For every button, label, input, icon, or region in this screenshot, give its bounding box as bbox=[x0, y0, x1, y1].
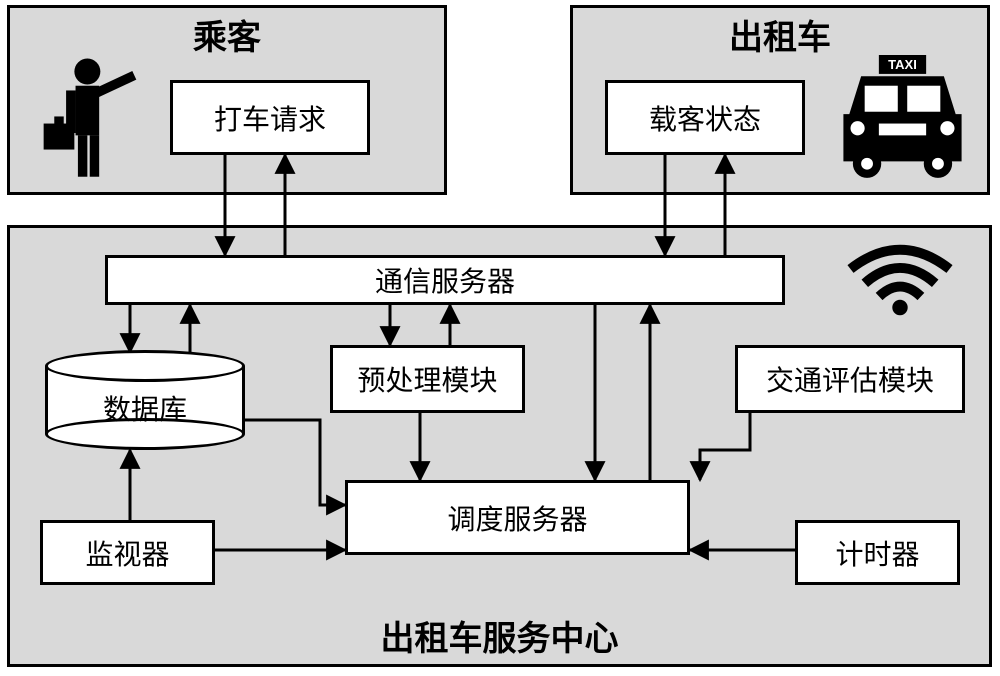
passenger-icon bbox=[25, 55, 145, 185]
wifi-icon bbox=[845, 240, 955, 320]
dispatch-node: 调度服务器 bbox=[345, 480, 690, 555]
comm-label: 通信服务器 bbox=[375, 260, 515, 300]
status-label: 载客状态 bbox=[649, 98, 761, 138]
timer-node: 计时器 bbox=[795, 520, 960, 585]
request-label: 打车请求 bbox=[214, 98, 326, 138]
status-node: 载客状态 bbox=[605, 80, 805, 155]
preproc-label: 预处理模块 bbox=[357, 359, 497, 399]
timer-label: 计时器 bbox=[835, 533, 919, 573]
database-node: 数据库 bbox=[45, 350, 245, 450]
center-title: 出租车服务中心 bbox=[10, 611, 989, 660]
traffic-label: 交通评估模块 bbox=[766, 359, 934, 399]
monitor-node: 监视器 bbox=[40, 520, 215, 585]
database-label: 数据库 bbox=[45, 388, 245, 428]
monitor-label: 监视器 bbox=[85, 533, 169, 573]
taxi-title: 出租车 bbox=[573, 10, 987, 59]
comm-node: 通信服务器 bbox=[105, 255, 785, 305]
dispatch-label: 调度服务器 bbox=[447, 498, 587, 538]
svg-text:TAXI: TAXI bbox=[888, 57, 917, 72]
traffic-node: 交通评估模块 bbox=[735, 345, 965, 413]
passenger-title: 乘客 bbox=[10, 10, 444, 59]
request-node: 打车请求 bbox=[170, 80, 370, 155]
taxi-icon: TAXI bbox=[830, 55, 975, 185]
preproc-node: 预处理模块 bbox=[330, 345, 525, 413]
